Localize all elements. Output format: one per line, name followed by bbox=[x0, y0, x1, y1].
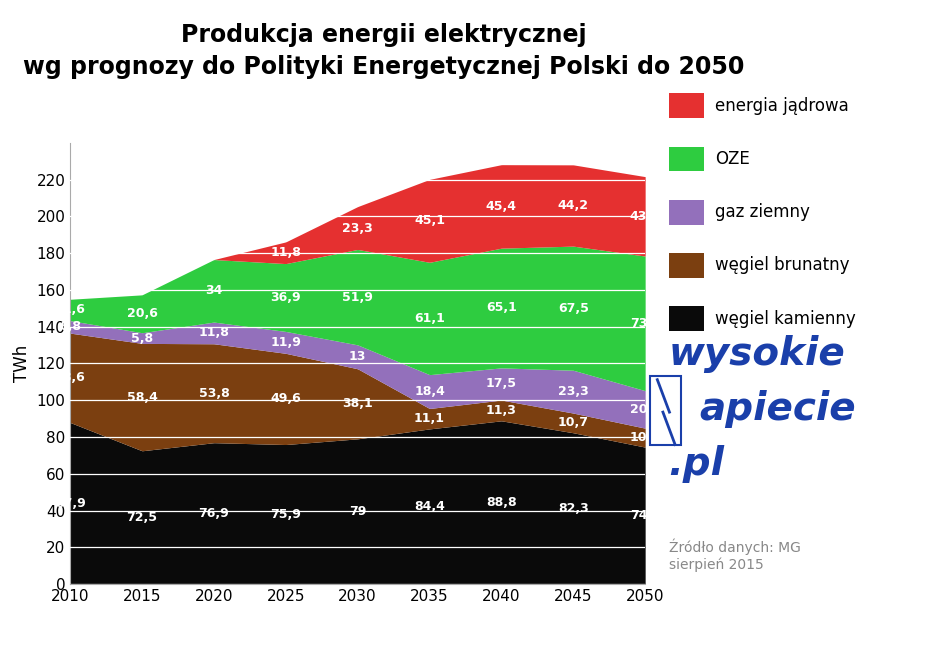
Text: 20,4: 20,4 bbox=[629, 403, 661, 416]
Text: Produkcja energii elektrycznej: Produkcja energii elektrycznej bbox=[180, 23, 586, 47]
Text: 20,6: 20,6 bbox=[126, 307, 157, 321]
Text: 82,3: 82,3 bbox=[558, 502, 589, 515]
Text: 79: 79 bbox=[349, 505, 367, 518]
Text: 6,8: 6,8 bbox=[59, 321, 81, 334]
Text: 75,9: 75,9 bbox=[270, 508, 301, 520]
Text: energia jądrowa: energia jądrowa bbox=[715, 97, 849, 115]
Text: 11,6: 11,6 bbox=[54, 304, 86, 317]
Text: 44,2: 44,2 bbox=[558, 199, 589, 212]
Text: 11,9: 11,9 bbox=[270, 336, 301, 349]
Text: 51,9: 51,9 bbox=[342, 291, 373, 304]
Text: węgiel brunatny: węgiel brunatny bbox=[715, 256, 850, 275]
Text: gaz ziemny: gaz ziemny bbox=[715, 203, 810, 221]
Text: 11,3: 11,3 bbox=[486, 404, 517, 417]
Text: 10,7: 10,7 bbox=[558, 417, 589, 430]
Text: 49,6: 49,6 bbox=[270, 393, 301, 406]
Text: OZE: OZE bbox=[715, 150, 750, 168]
Text: 87,9: 87,9 bbox=[55, 496, 85, 509]
Text: apiecie: apiecie bbox=[699, 390, 856, 428]
Text: Źródło danych: MG
sierpień 2015: Źródło danych: MG sierpień 2015 bbox=[669, 538, 800, 572]
Text: 23,3: 23,3 bbox=[558, 385, 589, 398]
Text: 84,4: 84,4 bbox=[414, 500, 445, 513]
Text: wysokie: wysokie bbox=[669, 335, 845, 373]
Text: 88,8: 88,8 bbox=[486, 496, 517, 509]
Text: 23,3: 23,3 bbox=[342, 221, 373, 234]
Text: 74,5: 74,5 bbox=[629, 509, 661, 522]
Text: 65,1: 65,1 bbox=[486, 302, 517, 315]
Text: 48,6: 48,6 bbox=[55, 371, 85, 384]
Text: 45,1: 45,1 bbox=[414, 214, 445, 227]
Text: 76,9: 76,9 bbox=[198, 507, 229, 520]
Text: 10,3: 10,3 bbox=[629, 431, 661, 444]
Text: 72,5: 72,5 bbox=[126, 511, 157, 524]
Text: 43,2: 43,2 bbox=[629, 210, 661, 223]
Y-axis label: TWh: TWh bbox=[13, 345, 31, 382]
Text: 38,1: 38,1 bbox=[342, 397, 373, 410]
Text: 61,1: 61,1 bbox=[414, 312, 445, 325]
Text: 5,8: 5,8 bbox=[131, 332, 153, 345]
Text: 67,5: 67,5 bbox=[558, 302, 589, 315]
Text: 34: 34 bbox=[205, 284, 223, 297]
Text: 58,4: 58,4 bbox=[126, 391, 157, 404]
Text: 45,4: 45,4 bbox=[486, 200, 517, 213]
Text: 18,4: 18,4 bbox=[414, 385, 445, 398]
Text: 11,8: 11,8 bbox=[198, 326, 229, 339]
Text: węgiel kamienny: węgiel kamienny bbox=[715, 310, 856, 328]
Text: 11,1: 11,1 bbox=[414, 412, 445, 425]
Text: 17,5: 17,5 bbox=[486, 378, 517, 391]
Text: .pl: .pl bbox=[669, 445, 725, 483]
Text: 11,8: 11,8 bbox=[270, 246, 301, 259]
Text: 53,8: 53,8 bbox=[198, 387, 229, 400]
Text: 13: 13 bbox=[349, 350, 367, 363]
Text: 36,9: 36,9 bbox=[270, 291, 301, 304]
Text: 73,2: 73,2 bbox=[629, 317, 661, 330]
Text: wg prognozy do Polityki Energetycznej Polski do 2050: wg prognozy do Polityki Energetycznej Po… bbox=[22, 55, 744, 79]
